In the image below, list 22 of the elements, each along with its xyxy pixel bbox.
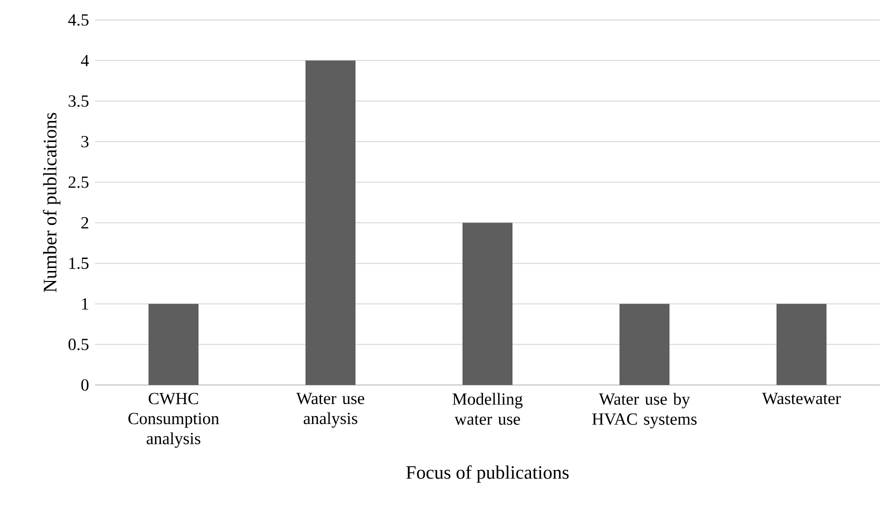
bar [306, 60, 356, 385]
bar [148, 304, 199, 385]
bar [462, 222, 512, 385]
bar [619, 304, 670, 385]
y-tick-label: 1 [82, 298, 88, 310]
bar [776, 304, 826, 385]
y-tick-label: 2 [81, 217, 88, 228]
x-tick-label: Wastewater [762, 392, 841, 404]
x-tick-label: Modelling water use [452, 392, 523, 425]
y-tick-label: 0.5 [68, 338, 88, 350]
x-tick-label: CWHC Consumption analysis [128, 392, 220, 448]
y-tick-label: 3 [81, 136, 88, 148]
y-tick-label: 4 [80, 54, 89, 66]
x-tick-label: Water use analysis [296, 392, 364, 428]
y-tick-label: 1.5 [69, 258, 88, 270]
y-tick-label: 0 [81, 379, 88, 391]
y-tick-label: 3.5 [68, 95, 88, 107]
y-tick-label: 4.5 [68, 14, 88, 26]
x-axis-title: Focus of publications [406, 465, 569, 483]
y-tick-label: 2.5 [68, 176, 88, 188]
x-tick-label: Water use by HVAC systems [592, 392, 697, 428]
y-axis-title: Number of publications [42, 112, 60, 292]
